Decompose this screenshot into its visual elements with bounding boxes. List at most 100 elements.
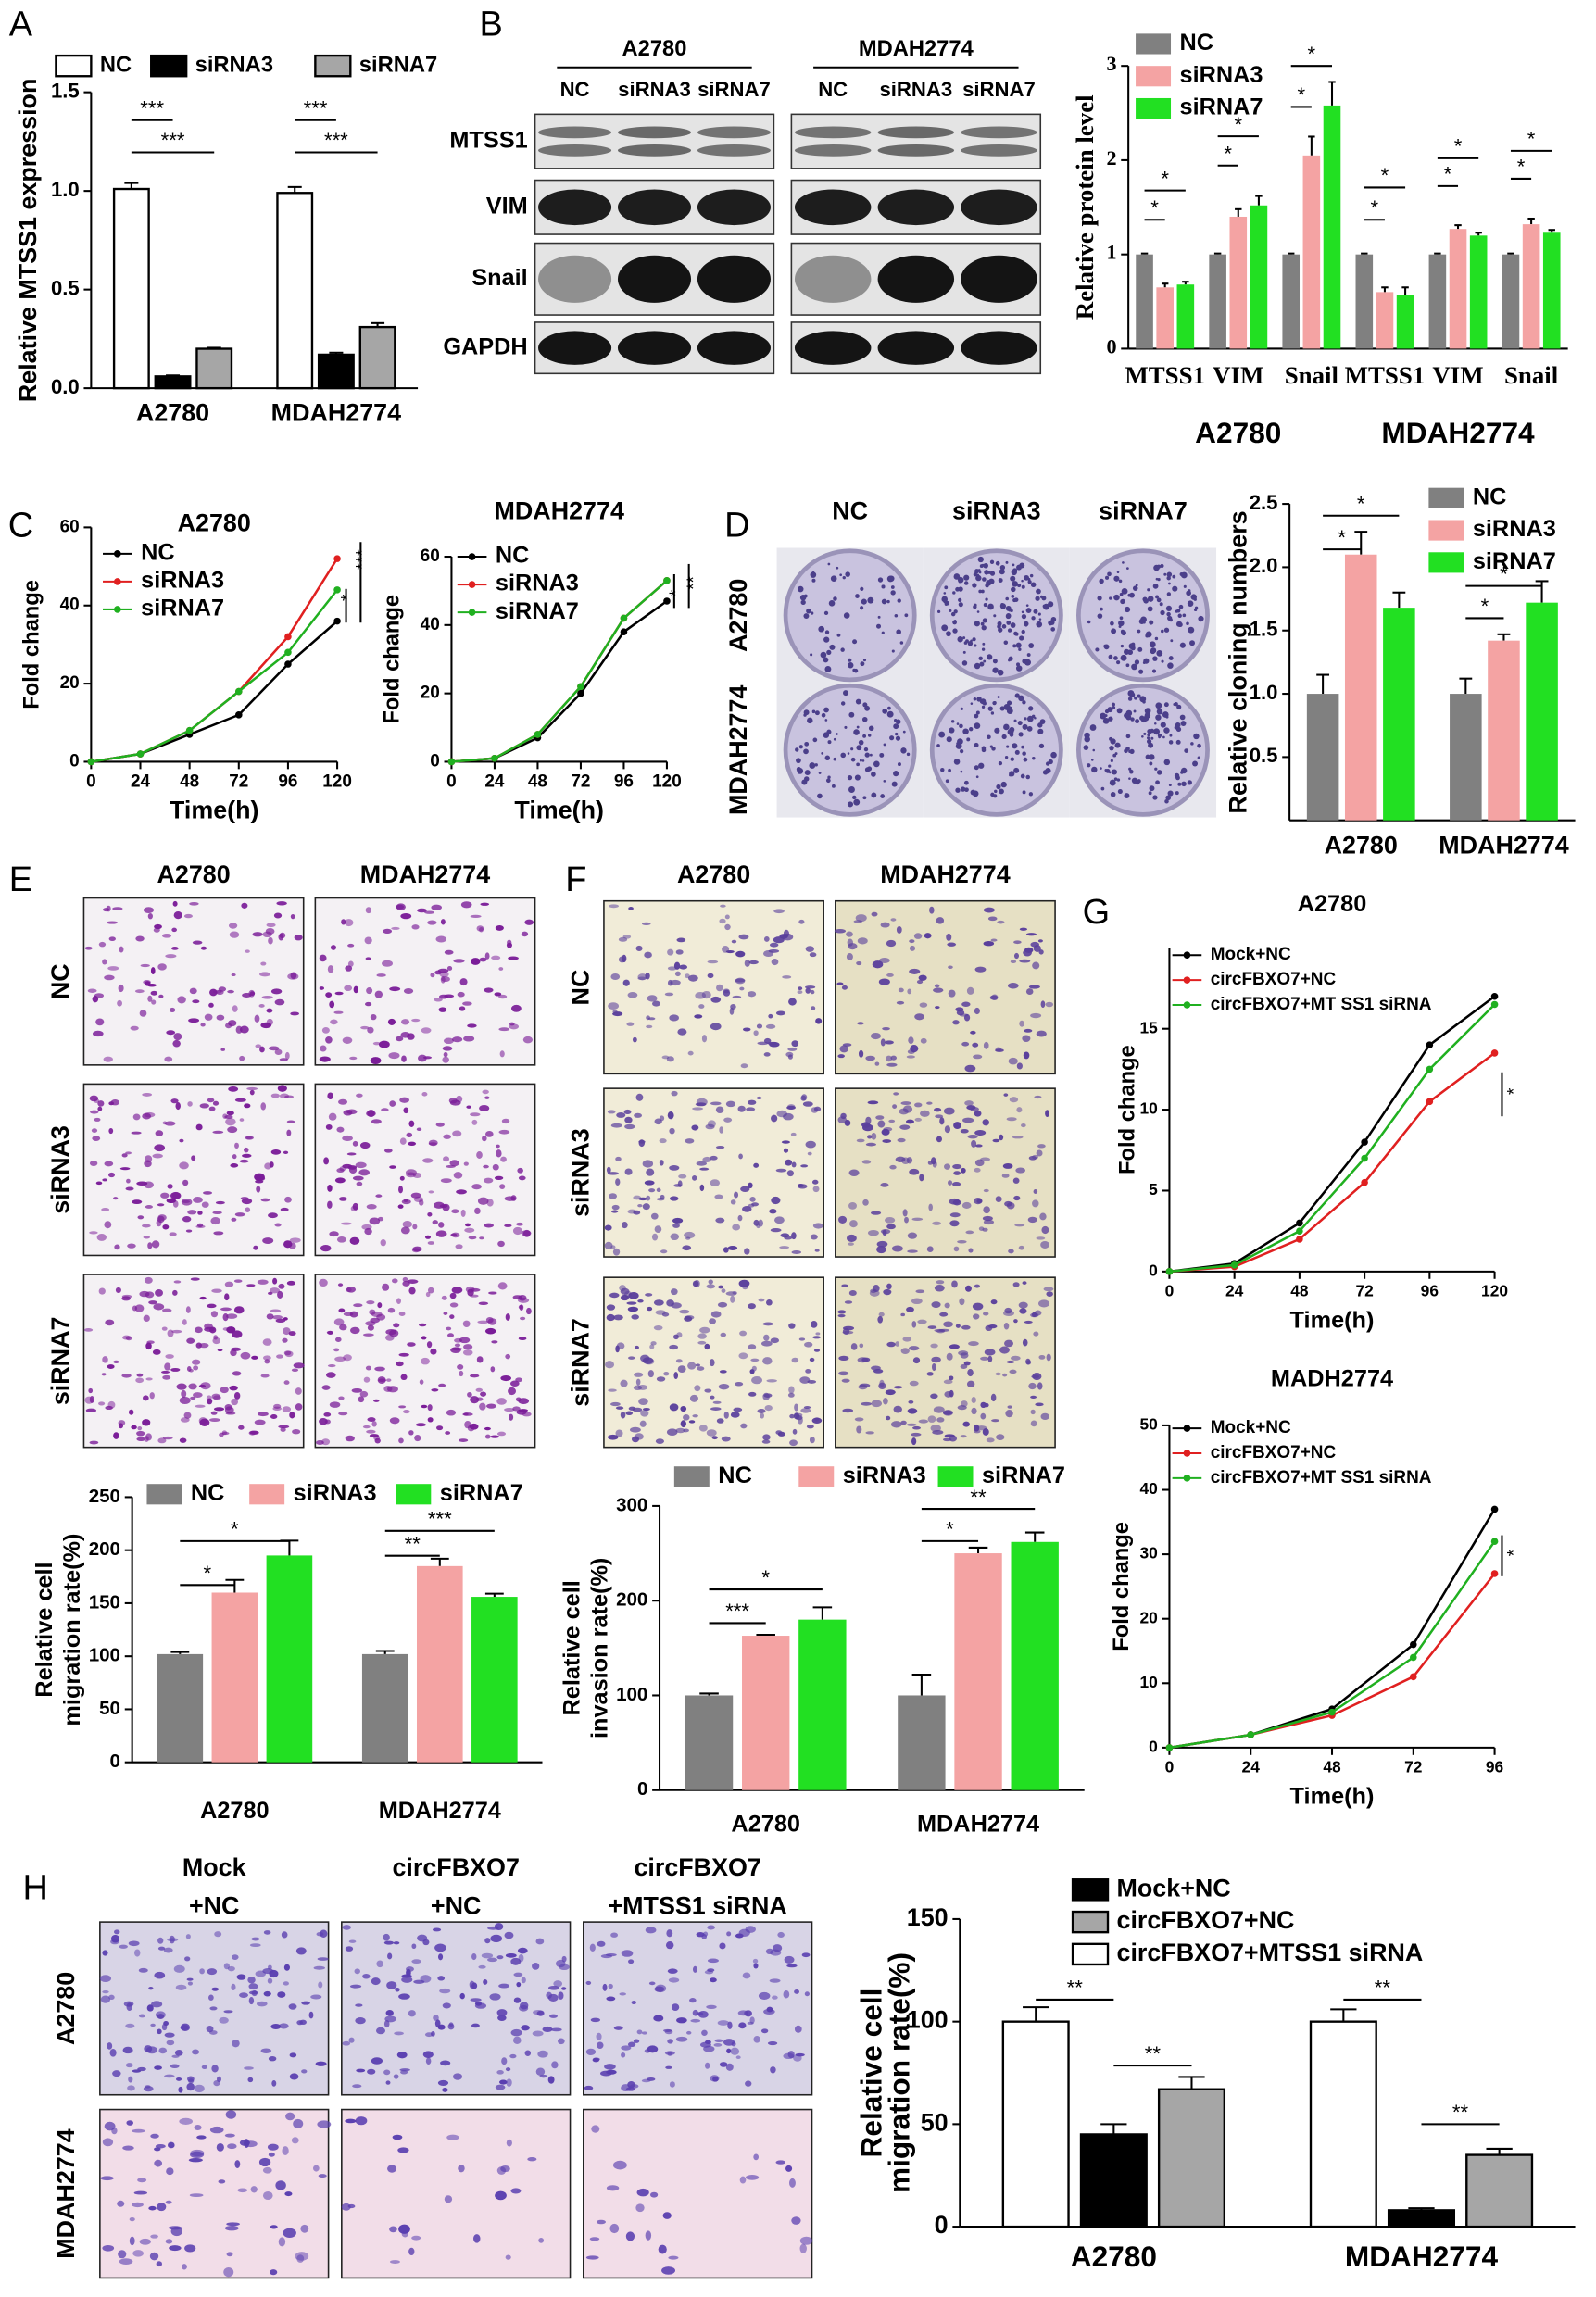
legend-swatch — [1428, 552, 1464, 572]
colony — [1126, 734, 1131, 739]
cell — [417, 1128, 421, 1131]
legend-label: NC — [718, 1462, 752, 1488]
blot-band — [697, 189, 771, 225]
point — [186, 727, 194, 734]
y-axis-label: migration rate(%) — [59, 1534, 85, 1726]
cell — [1038, 939, 1043, 942]
cell — [268, 2144, 279, 2151]
series-line — [451, 601, 666, 761]
cell — [136, 1431, 145, 1437]
column-label: +NC — [431, 1891, 482, 1919]
colony — [852, 639, 857, 644]
row-label: siRNA7 — [566, 1318, 594, 1407]
cell — [484, 1178, 493, 1184]
cell — [738, 1352, 748, 1359]
cell — [699, 1425, 708, 1432]
cell — [251, 2186, 258, 2192]
colony — [817, 794, 823, 799]
cell — [234, 1306, 245, 1313]
cell — [672, 2003, 679, 2011]
cell — [373, 1042, 381, 1045]
x-tick-label: 0 — [86, 772, 96, 792]
colony — [839, 573, 842, 576]
significance-label: * — [1517, 156, 1526, 179]
legend-label: circFBXO7+MTSS1 siRNA — [1117, 1939, 1424, 1966]
cell — [350, 1237, 360, 1245]
cell — [607, 1167, 611, 1174]
cell — [489, 1993, 500, 2000]
cell — [696, 1363, 700, 1366]
cell — [171, 947, 179, 950]
cell — [927, 1372, 934, 1375]
cell — [680, 1406, 686, 1412]
cell — [421, 1405, 427, 1408]
cell — [699, 1327, 710, 1334]
cell — [310, 1994, 321, 1999]
cell — [656, 1438, 664, 1444]
cell — [753, 2036, 760, 2043]
cell — [746, 1926, 756, 1933]
cell — [407, 1342, 416, 1347]
cell — [482, 1090, 488, 1095]
cell — [398, 1186, 403, 1193]
cell — [676, 1359, 683, 1362]
x-tick-label: 48 — [1323, 1758, 1341, 1776]
colony — [987, 654, 992, 659]
cell — [873, 1369, 883, 1374]
cell — [646, 1015, 650, 1020]
x-axis-label: Time(h) — [514, 796, 604, 823]
cell — [525, 2050, 531, 2056]
colony — [799, 745, 803, 748]
colony — [1148, 743, 1153, 748]
significance-label: ** — [970, 1486, 987, 1509]
cell — [944, 1163, 950, 1170]
cell — [612, 1205, 620, 1210]
cell — [386, 1981, 396, 1989]
cell — [150, 2253, 158, 2261]
cell — [803, 1101, 813, 1107]
legend-label: siRNA7 — [359, 53, 437, 77]
cell — [1035, 1402, 1043, 1406]
cell — [649, 1982, 656, 1986]
cell — [188, 1384, 196, 1390]
colony — [976, 697, 981, 701]
colony — [1137, 630, 1140, 634]
cell — [100, 1975, 111, 1982]
cell — [108, 1128, 113, 1134]
cell — [886, 973, 894, 977]
cell — [763, 1335, 769, 1341]
cell — [1030, 1313, 1038, 1318]
colony — [1036, 621, 1042, 628]
cell — [593, 2058, 599, 2063]
cell — [584, 2086, 594, 2090]
cell — [676, 1332, 682, 1337]
legend-swatch — [315, 56, 350, 76]
legend-label: Mock+NC — [1211, 945, 1291, 964]
cell — [479, 1236, 484, 1239]
cell — [227, 2252, 233, 2256]
cell — [487, 1199, 494, 1206]
cell — [939, 1312, 948, 1317]
colony — [984, 570, 988, 574]
cell — [383, 1934, 389, 1941]
colony — [834, 758, 837, 761]
cell — [743, 1972, 751, 1978]
cell — [110, 1939, 119, 1945]
cell — [741, 1063, 748, 1068]
cell — [861, 1402, 872, 1406]
cell — [124, 2002, 134, 2007]
x-axis-label: Time(h) — [1290, 1307, 1375, 1333]
cell — [883, 1289, 891, 1295]
legend-swatch — [798, 1466, 834, 1487]
colony — [1021, 746, 1024, 749]
cell — [862, 1160, 871, 1163]
colony — [977, 610, 980, 613]
cell — [757, 1042, 768, 1045]
colony — [978, 557, 984, 562]
cell — [449, 1098, 458, 1103]
y-tick-label: 0 — [1149, 1737, 1158, 1755]
cell — [681, 1420, 686, 1427]
cell — [949, 990, 956, 998]
cell — [471, 958, 480, 965]
cell — [886, 1416, 890, 1420]
